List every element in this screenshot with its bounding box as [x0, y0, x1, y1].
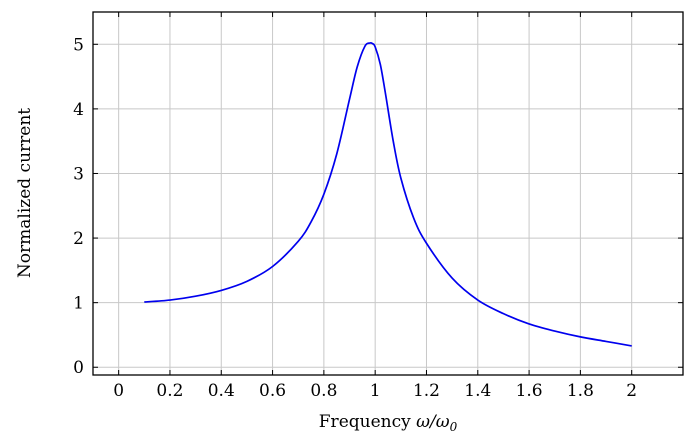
- x-tick-label: 0: [113, 381, 124, 401]
- y-tick-label: 0: [73, 358, 84, 378]
- x-axis-label: Frequency ω/ω0: [319, 412, 458, 434]
- x-tick-labels: 0 0.2 0.4 0.6 0.8 1 1.2 1.4 1.6 1.8 2: [113, 381, 637, 401]
- x-tick-label: 0.4: [208, 381, 235, 401]
- y-tick-label: 4: [73, 100, 84, 120]
- x-tick-label: 2: [626, 381, 637, 401]
- x-tick-label: 1.4: [464, 381, 491, 401]
- x-tick-label: 1.2: [413, 381, 440, 401]
- y-tick-label: 5: [73, 35, 84, 55]
- grid-lines: [93, 12, 683, 375]
- x-tick-label: 0.8: [310, 381, 337, 401]
- y-tick-label: 3: [73, 164, 84, 184]
- x-tick-label: 0.6: [259, 381, 286, 401]
- y-tick-labels: 0 1 2 3 4 5: [73, 35, 84, 378]
- x-tick-label: 1.8: [567, 381, 594, 401]
- series-line: [144, 41, 632, 347]
- x-tick-label: 1: [370, 381, 381, 401]
- x-tick-label: 1.6: [516, 381, 543, 401]
- y-tick-label: 2: [73, 229, 84, 249]
- y-axis-label: Normalized current: [15, 108, 35, 278]
- series-group: [144, 41, 632, 347]
- x-tick-label: 0.2: [156, 381, 183, 401]
- plot-frame: [92, 11, 684, 376]
- y-tick-label: 1: [73, 294, 84, 314]
- tick-marks: [93, 12, 683, 375]
